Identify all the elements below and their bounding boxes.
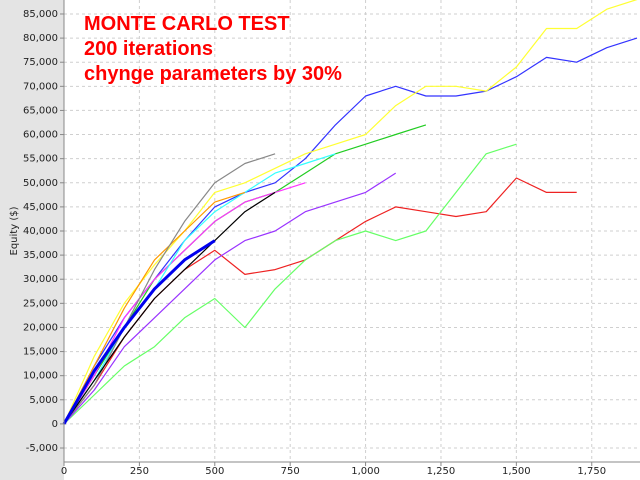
y-tick-label: 45,000: [23, 202, 58, 213]
annotation: chynge parameters by 30%: [84, 63, 342, 85]
lines: [62, 0, 638, 425]
y-tick-label: 20,000: [23, 322, 58, 333]
y-tick-label: 50,000: [23, 178, 58, 189]
y-tick-label: 40,000: [23, 226, 58, 237]
y-tick-label: -5,000: [26, 443, 58, 454]
y-tick-label: 10,000: [23, 371, 58, 382]
series-line: [62, 239, 216, 425]
series-line: [63, 0, 638, 425]
y-tick-label: 85,000: [23, 9, 58, 20]
y-tick-label: 25,000: [23, 298, 58, 309]
series-line: [63, 191, 246, 425]
y-tick-label: 5,000: [29, 395, 58, 406]
series-line: [63, 153, 276, 425]
x-tick-label: 1,250: [427, 466, 456, 477]
y-tick-label: 65,000: [23, 105, 58, 116]
chart-title: MONTE CARLO TEST: [84, 13, 290, 35]
grid: [63, 0, 640, 462]
x-tick-label: 1,750: [577, 466, 606, 477]
y-tick-label: 55,000: [23, 154, 58, 165]
y-tick-label: 0: [52, 419, 58, 430]
x-tick-label: 250: [130, 466, 149, 477]
series-line: [63, 172, 397, 425]
x-tick-label: 0: [61, 466, 67, 477]
y-tick-label: 75,000: [23, 57, 58, 68]
y-tick-label: 30,000: [23, 274, 58, 285]
y-tick-label: 70,000: [23, 81, 58, 92]
series-line: [63, 143, 517, 425]
series-line: [63, 153, 336, 425]
x-tick-label: 750: [281, 466, 300, 477]
y-tick-label: 80,000: [23, 33, 58, 44]
x-tick-label: 500: [205, 466, 224, 477]
x-tick-label: 1,000: [351, 466, 380, 477]
x-tick-label: 1,500: [502, 466, 531, 477]
y-axis-panel: [0, 0, 64, 480]
y-axis-label: Equity ($): [9, 206, 20, 255]
series-line: [63, 37, 638, 425]
y-tick-label: 60,000: [23, 130, 58, 141]
series-line: [63, 191, 276, 425]
y-tick-label: 35,000: [23, 250, 58, 261]
annotation: 200 iterations: [84, 38, 213, 60]
y-tick-label: 15,000: [23, 347, 58, 358]
